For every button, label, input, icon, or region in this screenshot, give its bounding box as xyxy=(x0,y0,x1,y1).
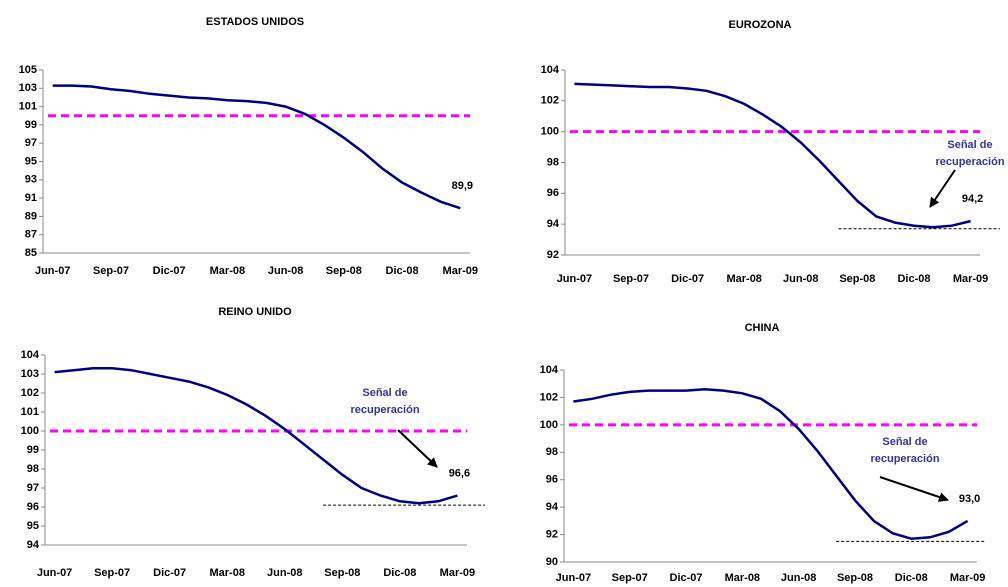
annotation: recuperación xyxy=(350,404,419,416)
y-tick-label: 96 xyxy=(547,187,559,199)
x-tick-label: Mar-09 xyxy=(440,567,475,579)
x-tick-label: Dic-08 xyxy=(386,265,419,277)
y-tick-label: 92 xyxy=(546,528,558,540)
annotation-arrow xyxy=(397,429,438,468)
y-tick-label: 99 xyxy=(27,444,39,456)
y-tick-label: 92 xyxy=(547,249,559,261)
data-line xyxy=(54,367,458,505)
x-tick-label: Dic-07 xyxy=(670,572,703,584)
x-tick-label: Sep-07 xyxy=(613,273,649,285)
x-tick-label: Sep-08 xyxy=(324,567,360,579)
x-tick-label: Mar-08 xyxy=(209,567,244,579)
y-tick-label: 100 xyxy=(21,425,39,437)
y-tick-label: 98 xyxy=(547,156,559,168)
annotation: recuperación xyxy=(935,156,1004,168)
y-tick-label: 96 xyxy=(546,474,558,486)
annotation-arrow xyxy=(929,169,956,208)
y-tick-label: 101 xyxy=(21,406,39,418)
y-tick-label: 99 xyxy=(25,119,37,131)
x-tick-label: Dic-08 xyxy=(897,273,930,285)
y-tick-label: 96 xyxy=(27,501,39,513)
data-line xyxy=(52,84,461,210)
x-tick-label: Jun-07 xyxy=(35,265,70,277)
y-tick-label: 93 xyxy=(25,174,37,186)
y-tick-label: 100 xyxy=(540,419,558,431)
chart-title: REINO UNIDO xyxy=(218,306,292,318)
x-tick-label: Jun-08 xyxy=(783,273,818,285)
y-tick-label: 98 xyxy=(27,463,39,475)
annotation: recuperación xyxy=(870,453,939,465)
y-tick-label: 102 xyxy=(540,391,558,403)
y-tick-label: 90 xyxy=(546,556,558,568)
x-tick-label: Jun-07 xyxy=(37,567,72,579)
x-tick-label: Mar-08 xyxy=(210,265,245,277)
x-tick-label: Dic-08 xyxy=(895,572,928,584)
y-tick-label: 95 xyxy=(25,155,37,167)
y-tick-label: 94 xyxy=(546,501,559,513)
y-tick-label: 89 xyxy=(25,210,37,222)
y-tick-label: 100 xyxy=(541,126,559,138)
x-tick-label: Jun-07 xyxy=(557,273,592,285)
x-tick-label: Mar-09 xyxy=(443,265,478,277)
y-tick-label: 103 xyxy=(21,368,39,380)
y-tick-label: 95 xyxy=(27,520,39,532)
y-tick-label: 91 xyxy=(25,192,37,204)
x-tick-label: Dic-07 xyxy=(153,265,186,277)
y-tick-label: 102 xyxy=(541,95,559,107)
y-tick-label: 98 xyxy=(546,446,558,458)
x-tick-label: Jun-08 xyxy=(267,567,302,579)
chart-title: CHINA xyxy=(745,322,780,334)
data-line xyxy=(574,82,971,229)
x-tick-label: Jun-07 xyxy=(556,572,591,584)
x-tick-label: Jun-08 xyxy=(268,265,303,277)
x-tick-label: Sep-08 xyxy=(837,572,873,584)
y-tick-label: 94 xyxy=(27,539,40,551)
y-tick-label: 87 xyxy=(25,229,37,241)
value-label: 89,9 xyxy=(452,180,473,192)
y-tick-label: 94 xyxy=(547,218,560,230)
x-tick-label: Jun-08 xyxy=(781,572,816,584)
x-tick-label: Sep-08 xyxy=(839,273,875,285)
annotation: Señal de xyxy=(882,436,927,448)
x-tick-label: Mar-08 xyxy=(726,273,761,285)
y-tick-label: 97 xyxy=(25,137,37,149)
value-label: 93,0 xyxy=(959,493,980,505)
x-tick-label: Sep-07 xyxy=(94,567,130,579)
x-tick-label: Dic-08 xyxy=(383,567,416,579)
x-tick-label: Sep-07 xyxy=(93,265,129,277)
y-tick-label: 103 xyxy=(19,82,37,94)
y-tick-label: 105 xyxy=(19,64,37,76)
y-tick-label: 102 xyxy=(21,387,39,399)
x-tick-label: Mar-09 xyxy=(953,273,988,285)
x-tick-label: Mar-08 xyxy=(725,572,760,584)
y-tick-label: 85 xyxy=(25,247,37,259)
annotation-arrow xyxy=(879,476,949,502)
x-tick-label: Sep-07 xyxy=(612,572,648,584)
value-label: 94,2 xyxy=(962,193,983,205)
chart-title: ESTADOS UNIDOS xyxy=(206,16,304,28)
chart-title: EUROZONA xyxy=(729,19,792,31)
annotation: Señal de xyxy=(362,387,407,399)
value-label: 96,6 xyxy=(449,468,470,480)
data-line xyxy=(573,387,969,540)
y-tick-label: 97 xyxy=(27,482,39,494)
x-tick-label: Dic-07 xyxy=(153,567,186,579)
y-tick-label: 104 xyxy=(541,64,560,76)
y-tick-label: 104 xyxy=(21,349,40,361)
y-tick-label: 104 xyxy=(540,364,559,376)
annotation: Señal de xyxy=(947,139,992,151)
x-tick-label: Dic-07 xyxy=(671,273,704,285)
x-tick-label: Sep-08 xyxy=(326,265,362,277)
y-tick-label: 101 xyxy=(19,101,37,113)
x-tick-label: Mar-09 xyxy=(950,572,985,584)
